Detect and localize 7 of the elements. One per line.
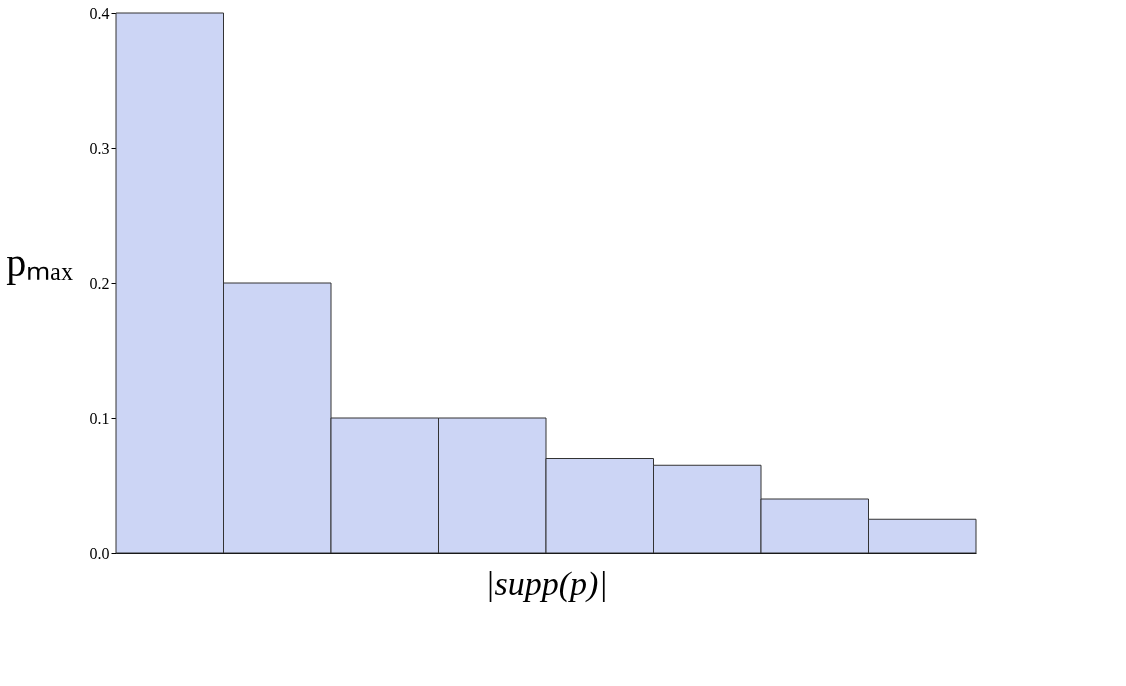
y-tick-label: 0.3 (89, 139, 110, 157)
y-tick-label: 0.4 (89, 4, 110, 22)
y-tick-label: 0.1 (89, 409, 110, 427)
y-tick-label: 0.2 (89, 274, 110, 292)
y-tick-label: 0.0 (89, 544, 110, 562)
y-axis-title: pₘₐₓ (6, 239, 74, 285)
x-axis-title: |supp(p)| (485, 564, 608, 603)
